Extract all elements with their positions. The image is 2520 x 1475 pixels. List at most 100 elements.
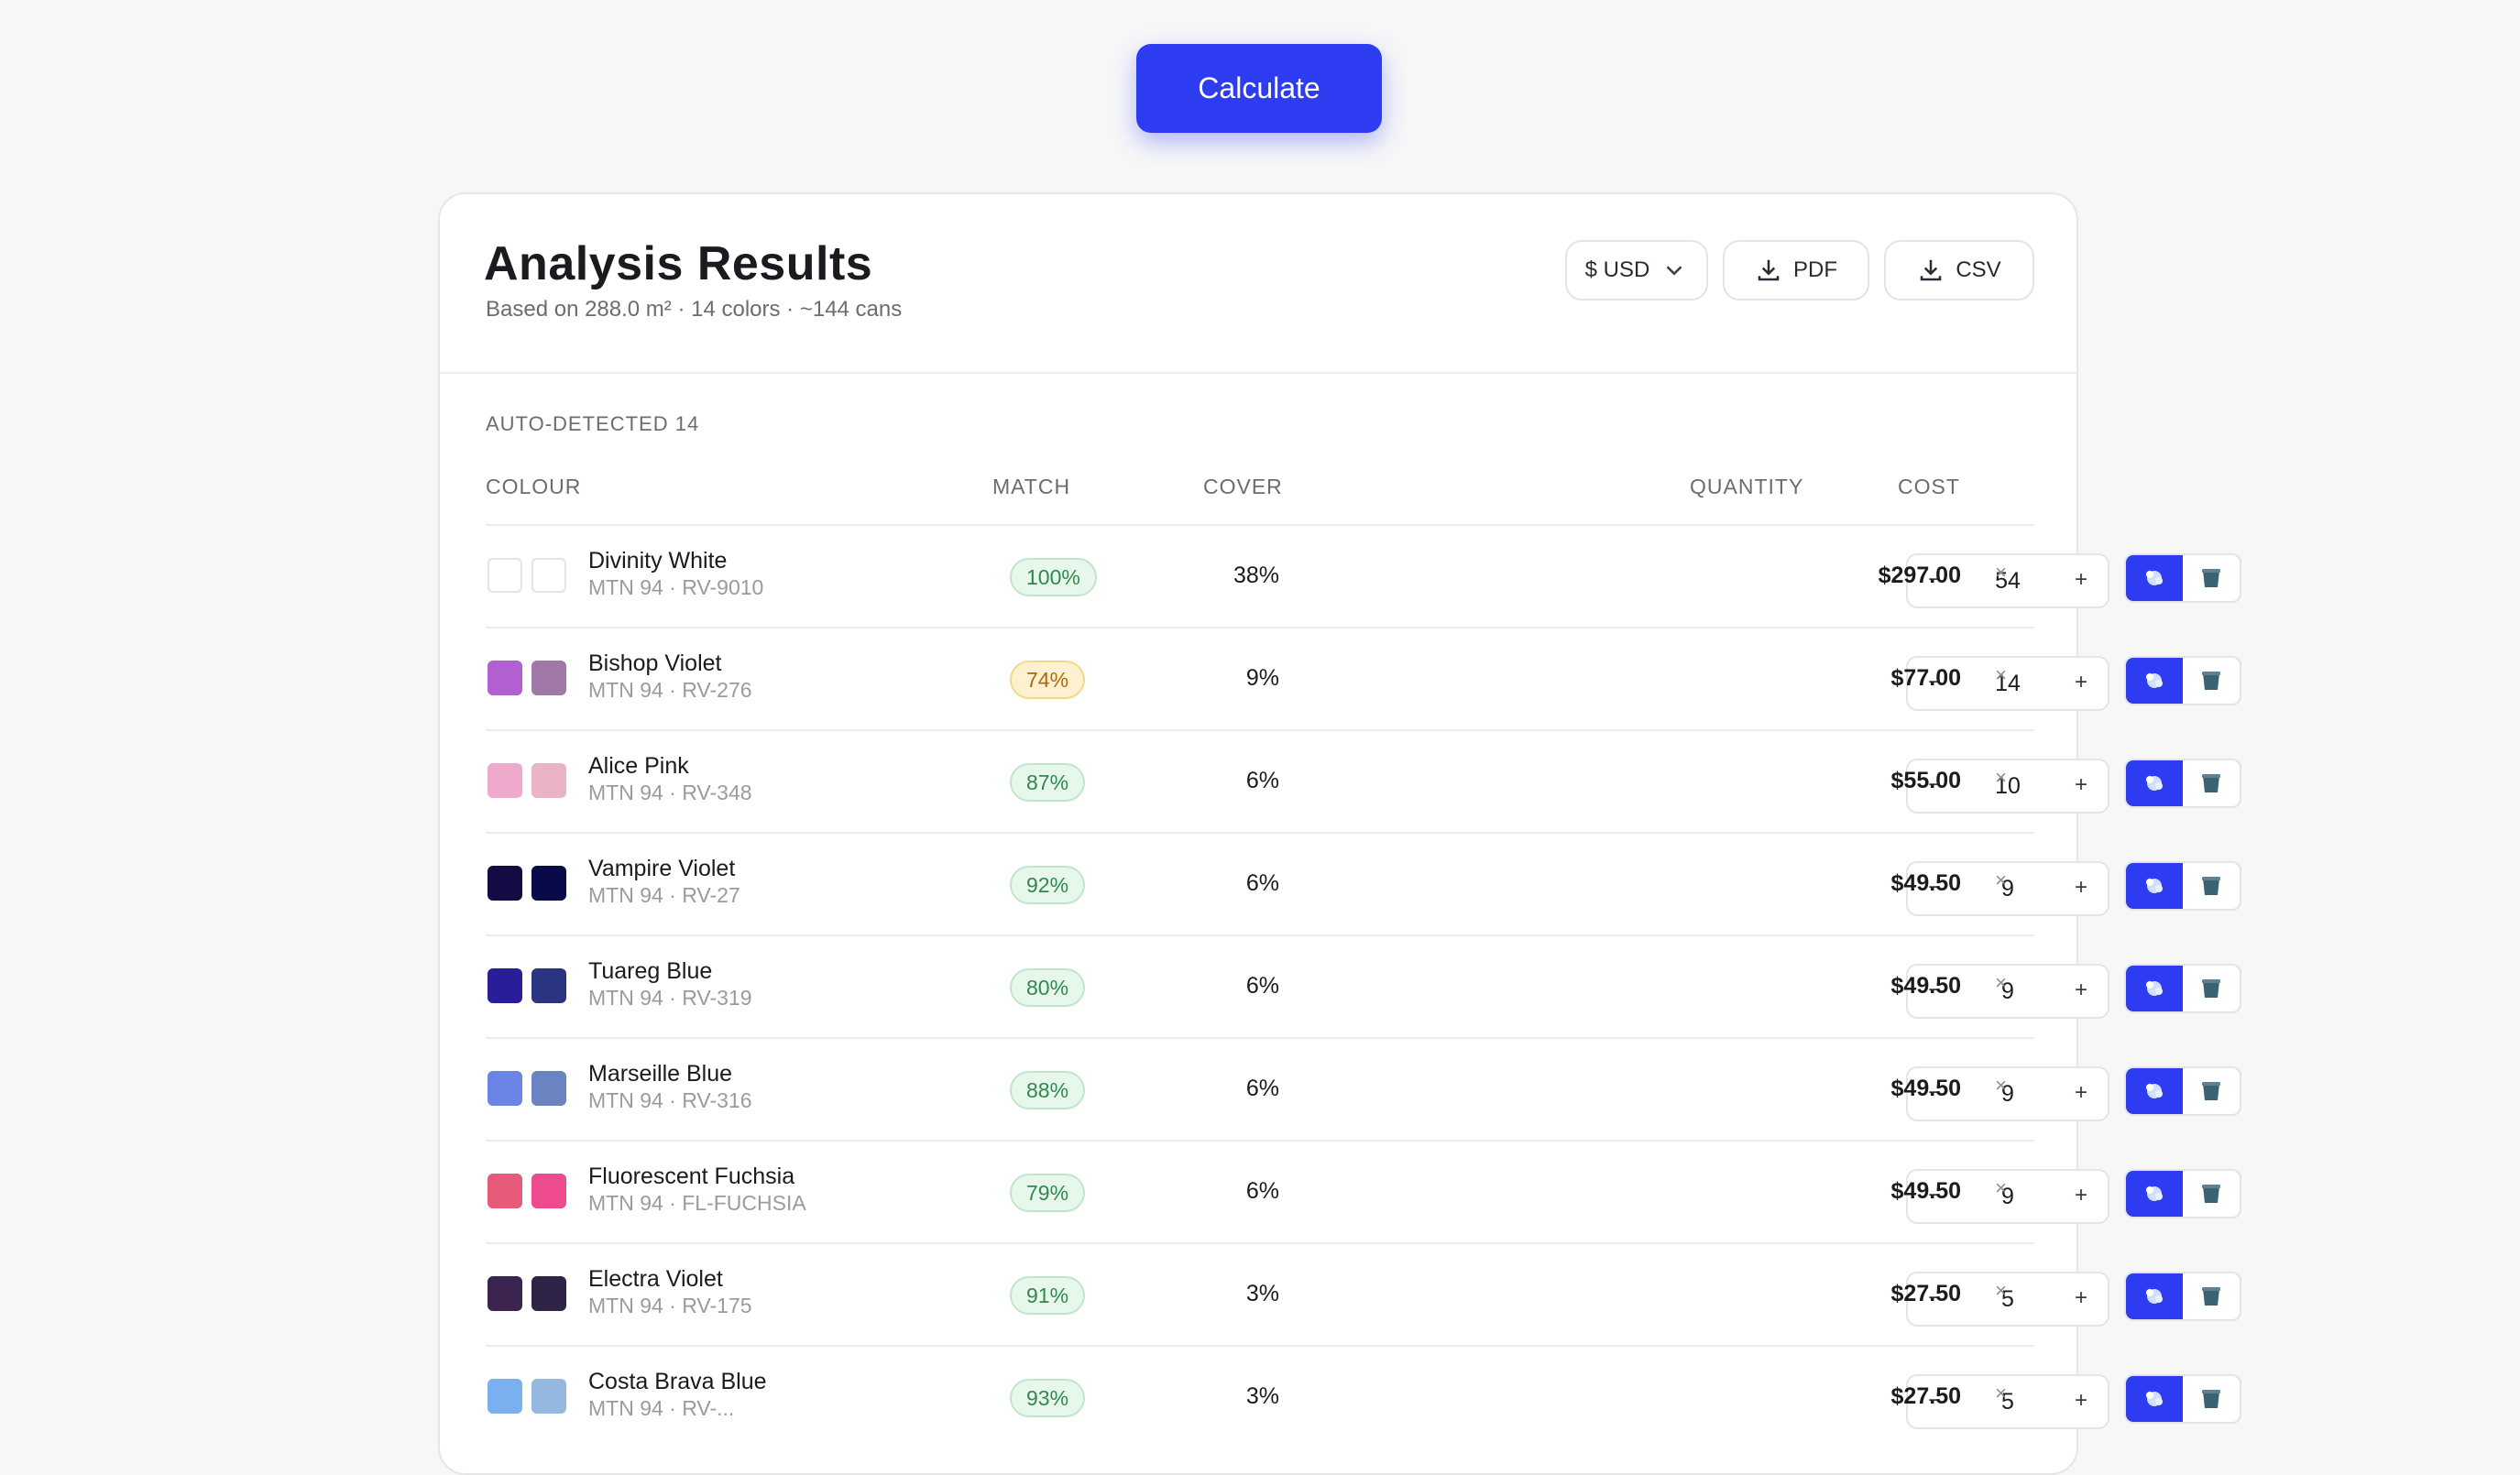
remove-row-button[interactable]: × [1995, 1279, 2007, 1302]
calculate-button[interactable]: Calculate [1136, 44, 1382, 133]
quantity-stepper: − 9 + [1906, 1066, 2109, 1121]
column-quantity: QUANTITY [1690, 475, 1804, 498]
colour-code: MTN 94 · RV-316 [588, 1088, 752, 1112]
bucket-option[interactable] [2183, 863, 2240, 909]
target-colour-swatch [488, 968, 522, 1003]
target-colour-swatch [488, 1276, 522, 1311]
bucket-option[interactable] [2183, 1171, 2240, 1217]
bucket-option[interactable] [2183, 1273, 2240, 1319]
quantity-value[interactable]: 9 [2001, 978, 2014, 1004]
colour-code: MTN 94 · RV-276 [588, 678, 752, 702]
increase-button[interactable]: + [2074, 875, 2087, 900]
increase-button[interactable]: + [2074, 670, 2087, 694]
table-row: Divinity White MTN 94 · RV-9010 100% 38%… [486, 524, 2241, 627]
spray-can-option[interactable] [2126, 966, 2183, 1011]
decrease-button[interactable]: − [1927, 670, 1941, 694]
increase-button[interactable]: + [2074, 567, 2087, 592]
section-label: AUTO-DETECTED 14 [486, 412, 700, 435]
table-row: Costa Brava Blue MTN 94 · RV-... 93% 3% … [486, 1345, 2241, 1448]
spray-icon [2146, 1289, 2163, 1304]
paint-colour-swatch [531, 1174, 566, 1208]
quantity-value[interactable]: 10 [1995, 773, 2021, 799]
container-type-toggle [2124, 1374, 2241, 1424]
quantity-value[interactable]: 14 [1995, 671, 2021, 696]
remove-row-button[interactable]: × [1995, 766, 2007, 789]
quantity-stepper: − 9 + [1906, 1169, 2109, 1224]
decrease-button[interactable]: − [1927, 875, 1941, 900]
remove-row-button[interactable]: × [1995, 971, 2007, 994]
spray-can-option[interactable] [2126, 1376, 2183, 1422]
bucket-option[interactable] [2183, 1376, 2240, 1422]
remove-row-button[interactable]: × [1995, 663, 2007, 686]
paint-colour-swatch [531, 1071, 566, 1106]
decrease-button[interactable]: − [1927, 978, 1941, 1002]
remove-row-button[interactable]: × [1995, 869, 2007, 891]
increase-button[interactable]: + [2074, 772, 2087, 797]
cover-value: 38% [1233, 563, 1279, 588]
bucket-option[interactable] [2183, 1068, 2240, 1114]
spray-icon [2146, 1186, 2163, 1201]
increase-button[interactable]: + [2074, 978, 2087, 1002]
bucket-icon [2202, 774, 2220, 792]
increase-button[interactable]: + [2074, 1080, 2087, 1105]
quantity-value[interactable]: 9 [2001, 876, 2014, 901]
spray-can-option[interactable] [2126, 1068, 2183, 1114]
cost-value: $49.50 [1890, 1076, 1961, 1101]
cost-value: $55.00 [1890, 768, 1961, 793]
results-header: Analysis Results Based on 288.0 m² · 14 … [440, 194, 2076, 374]
colour-name: Vampire Violet [588, 856, 736, 881]
increase-button[interactable]: + [2074, 1183, 2087, 1207]
spray-can-option[interactable] [2126, 1273, 2183, 1319]
remove-row-button[interactable]: × [1995, 561, 2007, 584]
remove-row-button[interactable]: × [1995, 1176, 2007, 1199]
table-row: Vampire Violet MTN 94 · RV-27 92% 6% − 9… [486, 832, 2241, 934]
bucket-icon [2202, 979, 2220, 998]
colour-name: Bishop Violet [588, 650, 722, 676]
decrease-button[interactable]: − [1927, 1285, 1941, 1310]
quantity-stepper: − 5 + [1906, 1272, 2109, 1327]
spray-can-option[interactable] [2126, 555, 2183, 601]
remove-row-button[interactable]: × [1995, 1074, 2007, 1097]
spray-can-option[interactable] [2126, 658, 2183, 704]
container-type-toggle [2124, 1066, 2241, 1116]
cover-value: 6% [1245, 870, 1279, 896]
cost-value: $49.50 [1890, 870, 1961, 896]
match-badge: 100% [1010, 558, 1097, 596]
export-pdf-button[interactable]: PDF [1723, 240, 1869, 300]
bucket-option[interactable] [2183, 555, 2240, 601]
bucket-option[interactable] [2183, 658, 2240, 704]
quantity-value[interactable]: 54 [1995, 568, 2021, 594]
quantity-value[interactable]: 9 [2001, 1081, 2014, 1107]
export-csv-button[interactable]: CSV [1884, 240, 2034, 300]
decrease-button[interactable]: − [1927, 772, 1941, 797]
decrease-button[interactable]: − [1927, 1183, 1941, 1207]
csv-label: CSV [1956, 257, 2001, 282]
increase-button[interactable]: + [2074, 1285, 2087, 1310]
currency-select[interactable]: $ USD [1565, 240, 1708, 300]
quantity-value[interactable]: 9 [2001, 1184, 2014, 1209]
cover-value: 6% [1245, 973, 1279, 999]
spray-can-option[interactable] [2126, 863, 2183, 909]
decrease-button[interactable]: − [1927, 1080, 1941, 1105]
remove-row-button[interactable]: × [1995, 1382, 2007, 1404]
analysis-results-card: Analysis Results Based on 288.0 m² · 14 … [438, 192, 2241, 1475]
colour-name: Electra Violet [588, 1266, 723, 1292]
table-row: Marseille Blue MTN 94 · RV-316 88% 6% − … [486, 1037, 2241, 1140]
quantity-value[interactable]: 5 [2001, 1389, 2014, 1415]
target-colour-swatch [488, 763, 522, 798]
match-badge: 74% [1010, 661, 1086, 699]
match-badge: 91% [1010, 1276, 1086, 1315]
decrease-button[interactable]: − [1927, 567, 1941, 592]
download-icon [1758, 259, 1780, 281]
bucket-option[interactable] [2183, 966, 2240, 1011]
column-match: MATCH [992, 475, 1071, 498]
bucket-option[interactable] [2183, 760, 2240, 806]
quantity-value[interactable]: 5 [2001, 1286, 2014, 1312]
increase-button[interactable]: + [2074, 1388, 2087, 1413]
spray-can-option[interactable] [2126, 1171, 2183, 1217]
container-type-toggle [2124, 861, 2241, 911]
table-row: Fluorescent Fuchsia MTN 94 · FL-FUCHSIA … [486, 1140, 2241, 1242]
results-summary: Based on 288.0 m² · 14 colors · ~144 can… [486, 297, 903, 322]
spray-can-option[interactable] [2126, 760, 2183, 806]
container-type-toggle [2124, 964, 2241, 1013]
